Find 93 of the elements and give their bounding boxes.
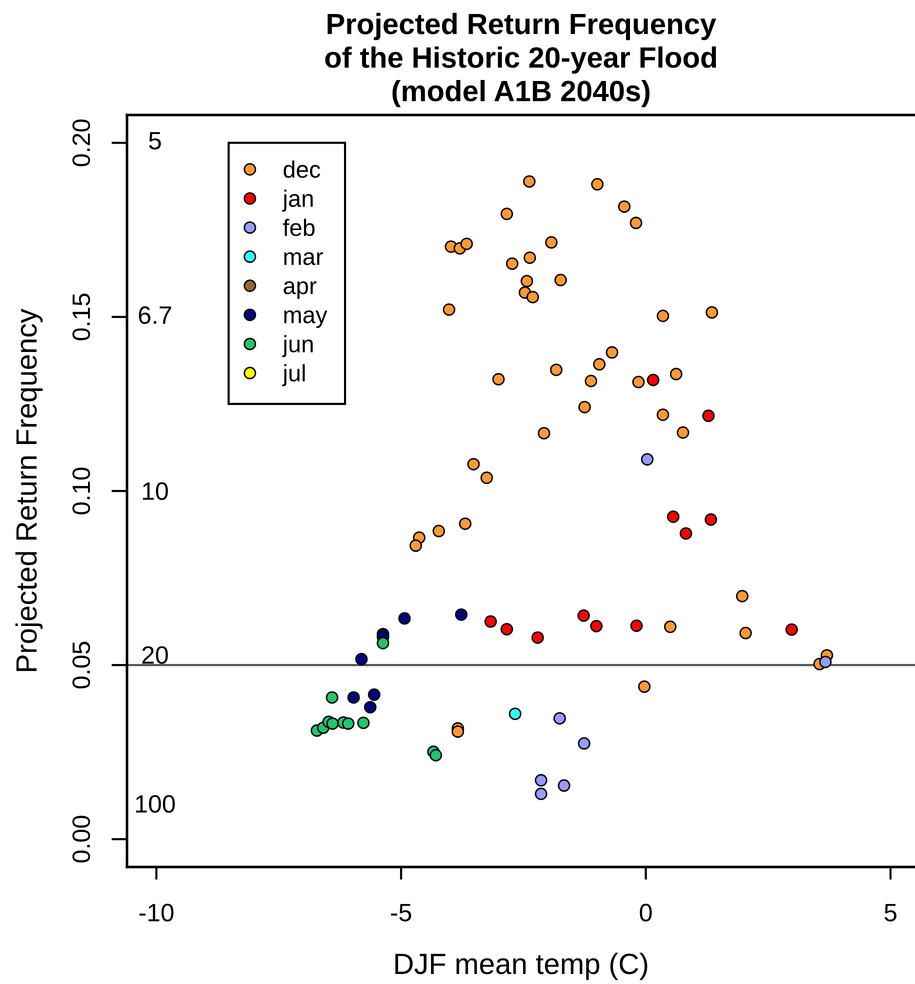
point [506,257,518,270]
annotation: 20 [142,646,168,664]
point [554,274,567,286]
point [368,688,380,701]
point [656,408,670,422]
point [442,303,456,316]
point [553,712,566,725]
point [526,290,539,304]
x-tick-label: 0 [640,904,652,922]
x-tick-label: -10 [139,904,174,922]
point [410,539,422,552]
point [670,368,682,380]
point [578,737,590,750]
annotation: 5 [149,132,161,150]
point [500,208,514,220]
point [538,426,550,440]
point [398,612,411,625]
point [646,374,660,386]
point [523,175,536,188]
chart-title: Projected Return Frequency of the Historic 20-year Flood (model A1B 2040s) [325,12,716,108]
point [520,274,534,288]
point [484,615,497,628]
legend-label: jul [282,364,305,386]
point [550,364,562,376]
point [430,748,442,762]
y-tick-label: 0.20 [72,120,90,166]
point [458,517,472,530]
legend-label: apr [284,281,316,299]
annotation: 6.7 [138,306,172,324]
annotation: 10 [142,482,168,500]
point [577,609,590,622]
point [704,513,718,526]
point [364,700,377,714]
point [531,631,544,644]
legend-label: jan [282,190,313,212]
legend-label: may [284,310,328,328]
point [455,608,468,621]
point [630,216,642,230]
point [460,238,473,250]
point [508,708,522,720]
point [590,620,603,632]
point [500,622,514,636]
point [534,774,548,787]
point [342,717,354,730]
point [524,251,536,264]
legend-label: dec [284,160,320,178]
legend-label: feb [283,218,315,236]
point [534,788,548,800]
x-axis-title: DJF mean temp (C) [395,952,648,980]
y-tick-label: 0.15 [72,294,90,340]
point [593,358,606,371]
point [706,306,718,319]
point [739,626,752,640]
point [558,779,570,792]
legend-label: jun [282,335,313,358]
point [618,200,631,213]
point [326,691,338,704]
point [376,636,390,650]
point [452,725,464,738]
y-tick-label: 0.00 [72,816,90,862]
annotation: 100 [136,795,175,813]
point [584,374,598,388]
point [632,376,645,388]
point [819,656,832,668]
point [630,619,643,632]
y-tick-label: 0.05 [72,642,90,688]
point [326,717,339,730]
point [736,590,748,602]
point [492,372,505,386]
point [676,426,690,439]
point [702,410,715,422]
point [432,524,446,538]
point [578,400,591,414]
point [641,453,654,466]
point [355,652,368,666]
point [680,527,692,540]
point [347,691,360,704]
point [638,680,651,693]
point [480,472,493,484]
point [785,623,798,636]
point [606,346,618,359]
y-axis-title: Projected Return Frequency [15,308,43,671]
legend-label: mar [284,252,323,266]
point [357,716,370,730]
y-tick-label: 0.10 [72,468,90,514]
x-tick-label: -5 [391,904,412,922]
point [666,510,680,524]
x-tick-label: 5 [884,904,896,922]
point [545,236,558,249]
point [591,178,604,191]
point [664,620,677,634]
point [656,310,670,322]
point [467,458,480,470]
